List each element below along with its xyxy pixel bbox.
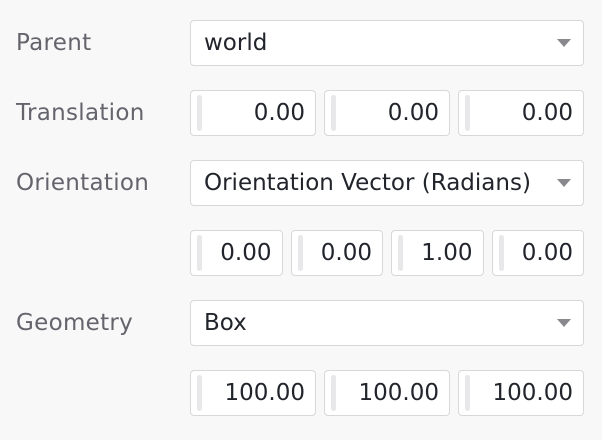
parent-label: Parent <box>16 30 92 56</box>
orientation-z-input[interactable] <box>392 240 483 266</box>
parent-select[interactable]: world <box>190 20 584 66</box>
parent-select-value: world <box>204 30 268 56</box>
orientation-label: Orientation <box>16 170 150 196</box>
translation-z-field <box>458 90 584 136</box>
orientation-x-input[interactable] <box>191 240 282 266</box>
drag-handle[interactable] <box>498 235 504 271</box>
drag-handle[interactable] <box>197 375 202 411</box>
geometry-size-y-field <box>324 370 450 416</box>
chevron-down-icon <box>557 179 571 187</box>
geometry-size-x-input[interactable] <box>191 380 315 406</box>
drag-handle[interactable] <box>465 95 470 131</box>
drag-handle[interactable] <box>197 95 202 131</box>
drag-handle[interactable] <box>297 235 303 271</box>
orientation-mode-select[interactable]: Orientation Vector (Radians) <box>190 160 584 206</box>
translation-y-field <box>324 90 450 136</box>
orientation-x-field <box>190 230 283 276</box>
translation-y-input[interactable] <box>325 100 449 126</box>
translation-x-field <box>190 90 316 136</box>
translation-x-input[interactable] <box>191 100 315 126</box>
orientation-y-field <box>290 230 383 276</box>
translation-row: Translation <box>16 90 584 136</box>
drag-handle[interactable] <box>197 235 202 271</box>
geometry-type-select[interactable]: Box <box>190 300 584 346</box>
orientation-w-field <box>491 230 584 276</box>
geometry-type-value: Box <box>204 310 247 336</box>
parent-row: Parent world <box>16 20 584 66</box>
drag-handle[interactable] <box>465 375 470 411</box>
drag-handle[interactable] <box>398 235 403 271</box>
orientation-mode-value: Orientation Vector (Radians) <box>204 170 531 196</box>
geometry-size-z-field <box>458 370 584 416</box>
orientation-y-input[interactable] <box>291 240 382 266</box>
orientation-w-input[interactable] <box>492 240 583 266</box>
geometry-label: Geometry <box>16 310 134 336</box>
geometry-row: Geometry Box <box>16 300 584 346</box>
orientation-row: Orientation Orientation Vector (Radians) <box>16 160 584 206</box>
translation-label: Translation <box>16 100 145 126</box>
orientation-values-row <box>16 230 584 276</box>
chevron-down-icon <box>557 319 571 327</box>
geometry-size-z-input[interactable] <box>459 380 583 406</box>
geometry-size-y-input[interactable] <box>325 380 449 406</box>
chevron-down-icon <box>557 39 571 47</box>
translation-z-input[interactable] <box>459 100 583 126</box>
drag-handle[interactable] <box>331 375 336 411</box>
orientation-z-field <box>391 230 484 276</box>
geometry-values-row <box>16 370 584 416</box>
geometry-size-x-field <box>190 370 316 416</box>
drag-handle[interactable] <box>331 95 336 131</box>
